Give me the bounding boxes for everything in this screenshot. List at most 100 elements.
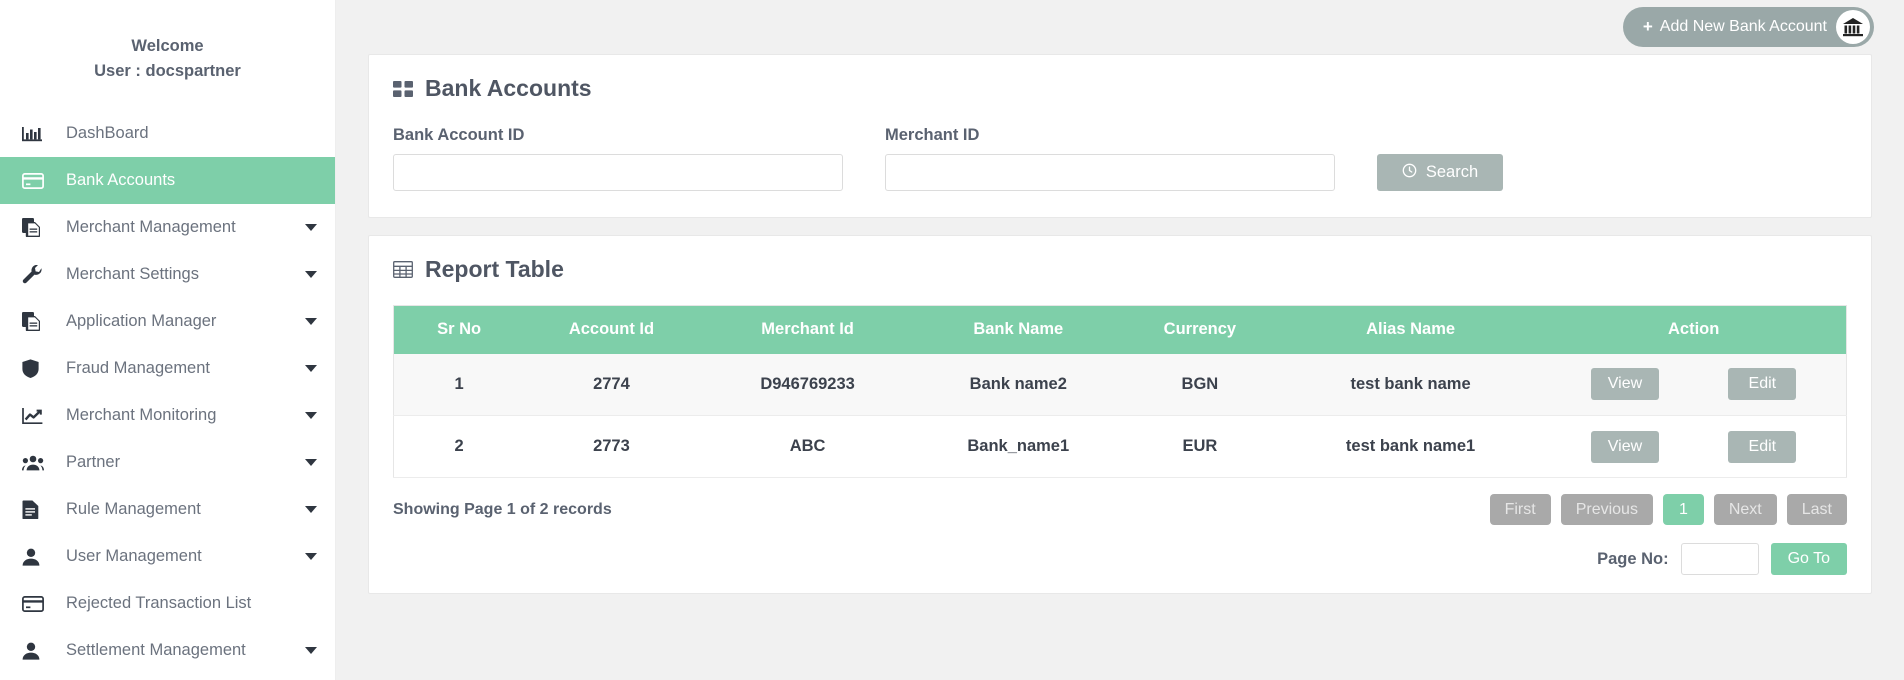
sidebar: Welcome User : docspartner DashBoard Bank… (0, 0, 336, 680)
merchant-id-input[interactable] (885, 154, 1335, 191)
add-new-bank-account-button[interactable]: + Add New Bank Account (1622, 7, 1874, 47)
sidebar-item-label: DashBoard (66, 124, 149, 142)
view-button[interactable]: View (1590, 368, 1659, 401)
sidebar-item-label: Partner (66, 453, 121, 471)
sidebar-item-rule-management[interactable]: Rule Management (0, 486, 335, 533)
sidebar-item-label: User Management (66, 547, 202, 565)
cell-sr-no: 1 (393, 353, 525, 416)
report-table: Sr No Account Id Merchant Id Bank Name Curre… (393, 305, 1847, 478)
chevron-down-icon[interactable] (305, 647, 317, 654)
sidebar-item-label: Merchant Monitoring (66, 406, 217, 424)
sidebar-item-label: Bank Accounts (66, 171, 176, 189)
sidebar-item-dashboard[interactable]: DashBoard (0, 110, 335, 157)
report-table-head: Sr No Account Id Merchant Id Bank Name Curre… (393, 305, 1847, 354)
sidebar-item-label: Merchant Settings (66, 265, 199, 283)
report-table-panel: Report Table Sr No Account Id Merchant Id B… (368, 235, 1872, 594)
cell-merchant-id: D946769233 (698, 353, 917, 416)
user-icon (22, 547, 52, 567)
sidebar-item-settlement-management[interactable]: Settlement Management (0, 627, 335, 674)
merchant-id-label: Merchant ID (885, 126, 980, 144)
chevron-down-icon[interactable] (305, 365, 317, 372)
chevron-down-icon[interactable] (305, 224, 317, 231)
column-header-bank-name: Bank Name (916, 305, 1120, 354)
search-button[interactable]: Search (1377, 154, 1503, 191)
chevron-down-icon[interactable] (305, 553, 317, 560)
page-no-label: Page No: (1597, 549, 1669, 568)
pagination-last-button[interactable]: Last (1786, 494, 1847, 525)
sidebar-item-merchant-settings[interactable]: Merchant Settings (0, 251, 335, 298)
pagination-page-1-button[interactable]: 1 (1662, 494, 1704, 525)
sidebar-item-label: Application Manager (66, 312, 217, 330)
sidebar-item-merchant-management[interactable]: Merchant Management (0, 204, 335, 251)
chevron-down-icon[interactable] (305, 506, 317, 513)
cell-currency: BGN (1119, 353, 1280, 416)
welcome-block: Welcome User : docspartner (0, 0, 335, 110)
pagination-previous-button[interactable]: Previous (1560, 494, 1653, 525)
user-icon (22, 641, 52, 661)
pagination-first-button[interactable]: First (1489, 494, 1551, 525)
bank-account-id-field: Bank Account ID (393, 126, 843, 191)
search-form: Bank Account ID Merchant ID Search (369, 106, 1871, 217)
table-row: 1 2774 D946769233 Bank name2 BGN test bank na… (393, 353, 1847, 416)
cell-alias-name: test bank name (1279, 353, 1542, 416)
column-header-currency: Currency (1119, 305, 1280, 354)
column-header-alias-name: Alias Name (1279, 305, 1542, 354)
sidebar-item-merchant-monitoring[interactable]: Merchant Monitoring (0, 392, 335, 439)
chevron-down-icon[interactable] (305, 318, 317, 325)
sidebar-item-application-manager[interactable]: Application Manager (0, 298, 335, 345)
chevron-down-icon[interactable] (305, 459, 317, 466)
cell-account-id: 2774 (524, 353, 699, 416)
report-table-body: 1 2774 D946769233 Bank name2 BGN test bank na… (393, 353, 1847, 478)
action-buttons: View Edit (1542, 430, 1845, 463)
cell-action: View Edit (1541, 415, 1847, 478)
topbar: + Add New Bank Account (336, 0, 1904, 54)
sidebar-item-bank-accounts[interactable]: Bank Accounts (0, 157, 335, 204)
report-table-panel-title: Report Table (369, 236, 1871, 287)
cell-currency: EUR (1119, 415, 1280, 478)
cell-alias-name: test bank name1 (1279, 415, 1542, 478)
chevron-down-icon[interactable] (305, 412, 317, 419)
sidebar-item-fraud-management[interactable]: Fraud Management (0, 345, 335, 392)
clock-icon (1402, 163, 1417, 183)
column-header-account-id: Account Id (524, 305, 699, 354)
cell-bank-name: Bank name2 (916, 353, 1120, 416)
copy-files-icon (22, 312, 52, 332)
table-grid-icon (393, 261, 413, 278)
pagination-row: Showing Page 1 of 2 records First Previo… (369, 478, 1871, 525)
table-row: 2 2773 ABC Bank_name1 EUR test bank name1 View… (393, 415, 1847, 478)
panel-title-text: Bank Accounts (425, 75, 592, 101)
cell-sr-no: 2 (393, 415, 525, 478)
showing-records-text: Showing Page 1 of 2 records (393, 500, 612, 518)
chevron-down-icon[interactable] (305, 271, 317, 278)
wrench-icon (22, 265, 52, 285)
line-chart-icon (22, 406, 52, 426)
page-no-input[interactable] (1680, 543, 1759, 575)
report-table-wrapper: Sr No Account Id Merchant Id Bank Name Curre… (369, 287, 1871, 478)
bank-account-id-label: Bank Account ID (393, 126, 525, 144)
pagination-next-button[interactable]: Next (1713, 494, 1777, 525)
view-button[interactable]: View (1590, 430, 1659, 463)
sidebar-item-label: Rule Management (66, 500, 201, 518)
column-header-action: Action (1541, 305, 1847, 354)
shield-icon (22, 359, 52, 379)
sidebar-item-user-management[interactable]: User Management (0, 533, 335, 580)
bank-accounts-search-panel: Bank Accounts Bank Account ID Merchant I… (368, 54, 1872, 218)
panel-title-text: Report Table (425, 256, 564, 282)
edit-button[interactable]: Edit (1728, 430, 1797, 463)
copy-files-icon (22, 218, 52, 238)
sidebar-item-label: Fraud Management (66, 359, 210, 377)
bar-chart-icon (22, 124, 52, 144)
bank-building-icon (1836, 10, 1870, 44)
credit-card-icon (22, 171, 52, 191)
document-lines-icon (22, 500, 52, 520)
go-to-button[interactable]: Go To (1770, 543, 1847, 575)
cell-action: View Edit (1541, 353, 1847, 416)
bank-account-id-input[interactable] (393, 154, 843, 191)
credit-card-icon (22, 594, 52, 614)
sidebar-item-partner[interactable]: Partner (0, 439, 335, 486)
welcome-title: Welcome (131, 37, 204, 55)
sidebar-item-rejected-transaction-list[interactable]: Rejected Transaction List (0, 580, 335, 627)
cell-bank-name: Bank_name1 (916, 415, 1120, 478)
edit-button[interactable]: Edit (1728, 368, 1797, 401)
